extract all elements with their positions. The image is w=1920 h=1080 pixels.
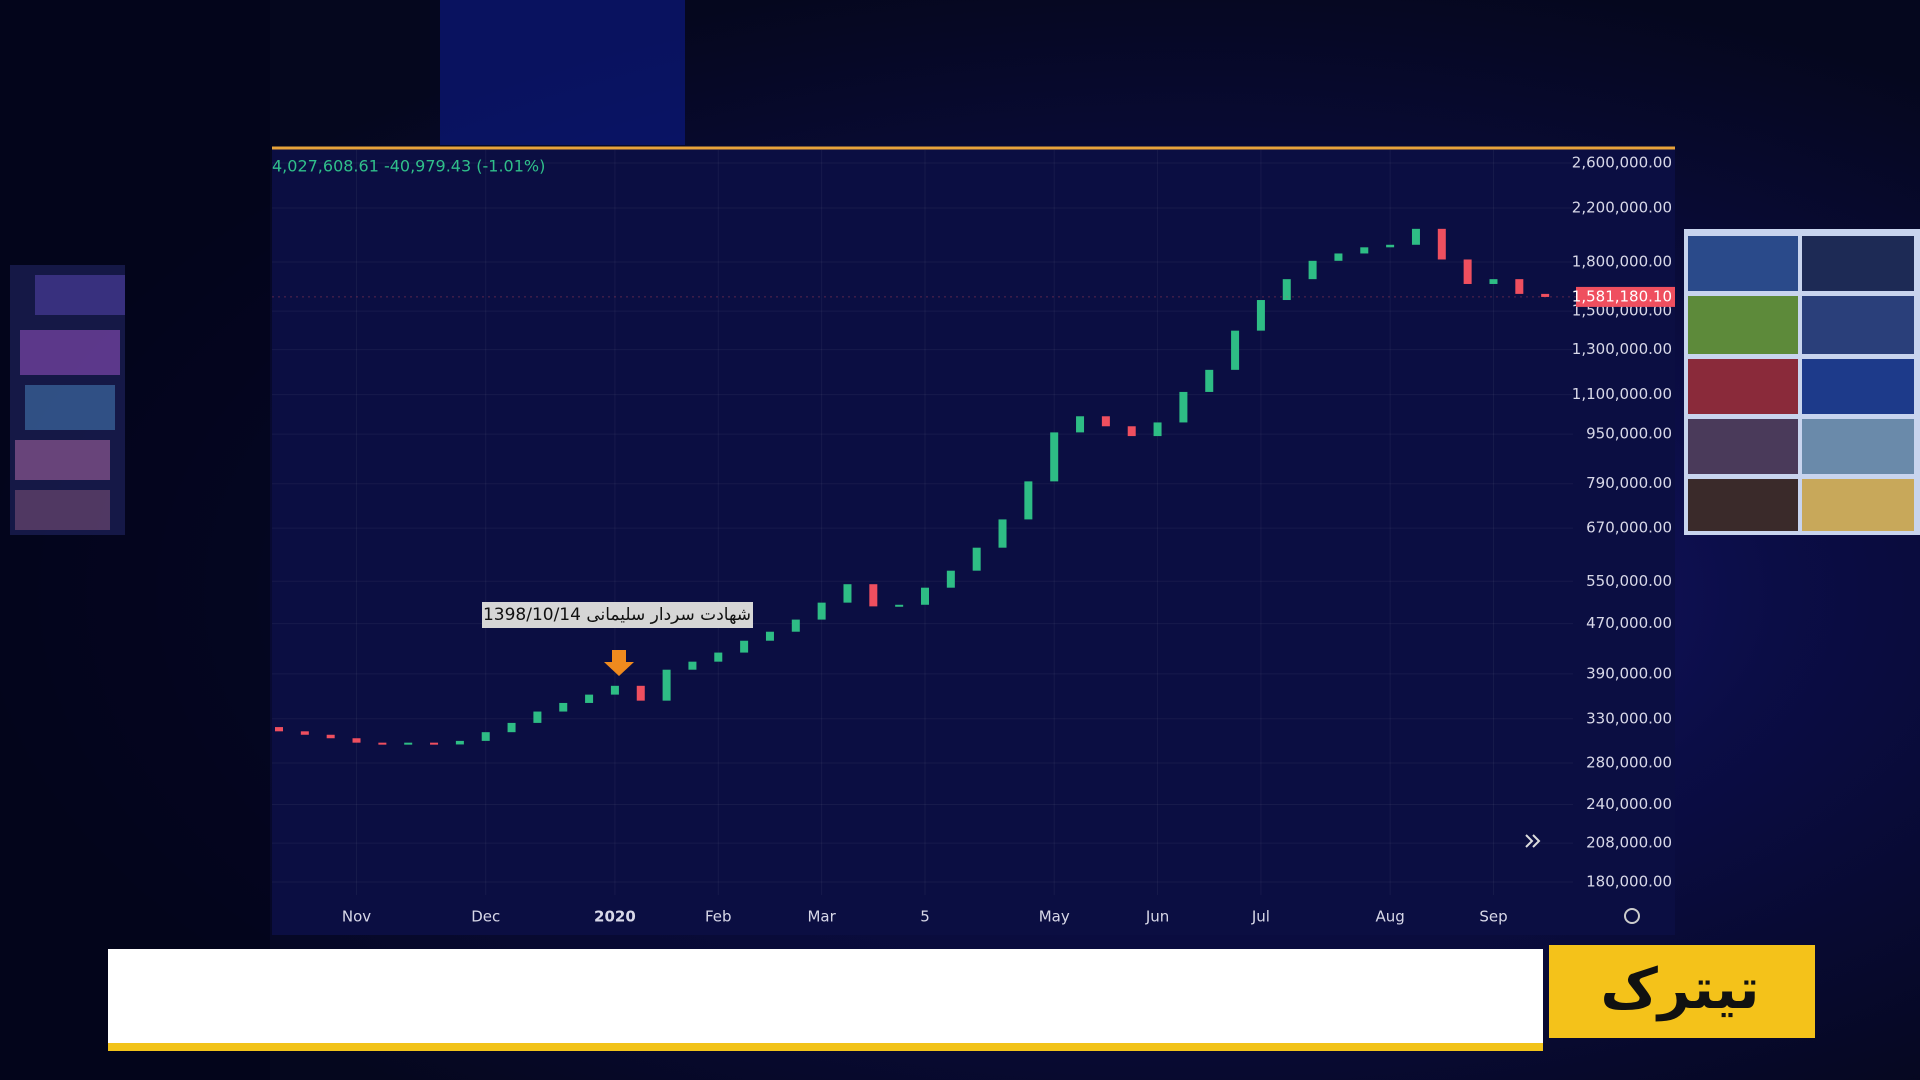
candle (1256, 300, 1265, 331)
candle (1205, 369, 1214, 392)
scroll-icon[interactable] (1525, 834, 1541, 848)
y-tick-label: 550,000.00 (1586, 572, 1672, 590)
y-tick-label: 2,200,000.00 (1572, 198, 1672, 216)
candle (326, 734, 335, 739)
candle (765, 631, 774, 641)
bookshelf (10, 265, 125, 535)
y-tick-label: 390,000.00 (1586, 664, 1672, 682)
candle (1076, 416, 1085, 433)
candle (404, 742, 413, 745)
x-tick-label: Dec (471, 908, 500, 926)
candle (636, 685, 645, 701)
last-price-label: 1,581,180.10 (1572, 287, 1672, 305)
candle (1515, 279, 1524, 294)
candle (714, 652, 723, 662)
last-price-box (1576, 286, 1675, 307)
candle (895, 604, 904, 607)
y-tick-label: 790,000.00 (1586, 474, 1672, 492)
candle (352, 738, 361, 743)
candle (946, 570, 955, 588)
candle (533, 711, 542, 723)
chart-screen (272, 147, 1675, 935)
x-tick-label: Aug (1375, 908, 1404, 926)
candle (843, 584, 852, 603)
x-tick-label: Nov (342, 908, 371, 926)
candle (998, 519, 1007, 548)
video-wall (1684, 229, 1920, 535)
settings-icon[interactable] (1624, 908, 1640, 924)
candle (1360, 247, 1369, 254)
candle (455, 740, 464, 745)
y-tick-label: 470,000.00 (1586, 614, 1672, 632)
candle (740, 640, 749, 653)
candle (1463, 259, 1472, 284)
candle (1101, 416, 1110, 427)
x-tick-label: 5 (920, 908, 930, 926)
annotation-box (482, 602, 753, 628)
candle (378, 742, 387, 745)
y-tick-label: 180,000.00 (1586, 873, 1672, 891)
grid (272, 150, 1573, 895)
candle (610, 685, 619, 695)
candle (869, 584, 878, 607)
candle (791, 619, 800, 632)
lower-third-bar (108, 1043, 1543, 1051)
candle (1386, 244, 1395, 248)
background-panel (440, 0, 685, 145)
y-tick-label: 280,000.00 (1586, 754, 1672, 772)
candle (1282, 279, 1291, 301)
x-tick-label: Mar (807, 908, 836, 926)
candle (688, 661, 697, 670)
logo-box (1549, 945, 1815, 1038)
candle (275, 727, 283, 732)
annotation-arrow (604, 650, 634, 676)
candle (972, 547, 981, 571)
candles (275, 228, 1550, 745)
candle (1411, 228, 1420, 245)
x-tick-label: May (1039, 908, 1070, 926)
x-tick-label: Feb (705, 908, 732, 926)
annotation-text: شهادت سردار سلیمانی 1398/10/14 (483, 605, 751, 625)
candle (921, 587, 929, 605)
x-tick-label: Jul (1251, 908, 1270, 926)
y-tick-label: 330,000.00 (1586, 709, 1672, 727)
candle (430, 742, 439, 745)
y-tick-label: 1,300,000.00 (1572, 340, 1672, 358)
y-tick-label: 950,000.00 (1586, 425, 1672, 443)
y-tick-label: 670,000.00 (1586, 519, 1672, 537)
y-tick-label: 2,600,000.00 (1572, 154, 1672, 172)
candle (1231, 330, 1240, 370)
logo: تیترک (1601, 957, 1760, 1022)
y-tick-label: 1,100,000.00 (1572, 385, 1672, 403)
candle (300, 731, 309, 735)
lower-third (108, 949, 1543, 1043)
candle (1179, 391, 1188, 423)
candle (1127, 426, 1136, 437)
x-tick-label: 2020 (594, 908, 636, 926)
candle (1489, 279, 1498, 284)
x-tick-label: Jun (1145, 908, 1169, 926)
y-tick-label: 240,000.00 (1586, 795, 1672, 813)
background-shade (0, 0, 270, 1080)
candle (817, 602, 826, 620)
candle (1050, 432, 1059, 482)
candle (1024, 481, 1033, 520)
candle (1437, 228, 1446, 260)
candle (481, 732, 490, 741)
candle (585, 694, 594, 703)
y-tick-label: 208,000.00 (1586, 834, 1672, 852)
candle (1541, 293, 1550, 297)
candle (559, 702, 568, 712)
candle (507, 722, 516, 733)
x-tick-label: Sep (1479, 908, 1507, 926)
y-tick-label: 1,800,000.00 (1572, 253, 1672, 271)
candle (662, 669, 671, 701)
candle (1153, 422, 1162, 437)
candle (1334, 253, 1343, 261)
candle (1308, 260, 1317, 280)
price-header: 4,027,608.61 -40,979.43 (-1.01%) (272, 157, 545, 176)
